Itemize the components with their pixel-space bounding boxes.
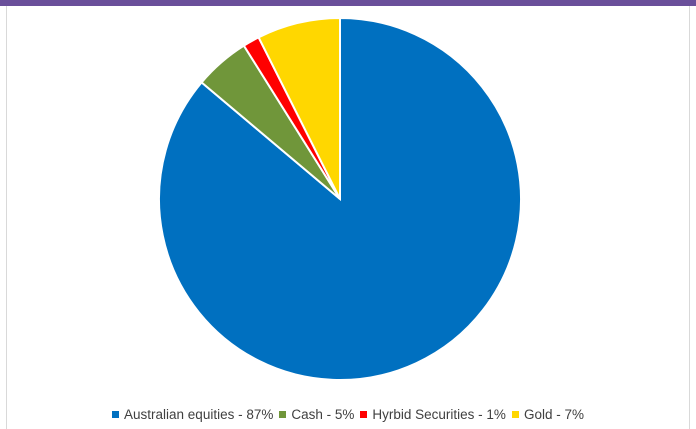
legend-swatch-australian-equities (112, 410, 120, 418)
legend-label-gold: Gold - 7% (523, 406, 584, 422)
legend-label-australian-equities: Australian equities - 87% (124, 406, 274, 422)
legend-item-australian-equities: Australian equities - 87% (112, 407, 273, 422)
pie-slices (158, 16, 522, 381)
legend-item-hybrid-securities: Hyrbid Securities - 1% (360, 407, 506, 422)
legend-item-gold: Gold - 7% (511, 406, 584, 422)
legend-label-hybrid-securities: Hyrbid Securities - 1% (372, 406, 506, 422)
legend-label-cash: Cash - 5% (291, 406, 355, 422)
legend-swatch-gold (511, 410, 519, 418)
legend-swatch-cash (279, 410, 287, 418)
chart-panel (6, 6, 690, 429)
legend-item-cash: Cash - 5% (279, 407, 354, 422)
chart-legend: Australian equities - 87% Cash - 5% Hyrb… (0, 402, 696, 426)
legend-swatch-hybrid-securities (360, 410, 368, 418)
pie-slice-gold (257, 16, 341, 200)
top-accent-bar (0, 0, 696, 6)
